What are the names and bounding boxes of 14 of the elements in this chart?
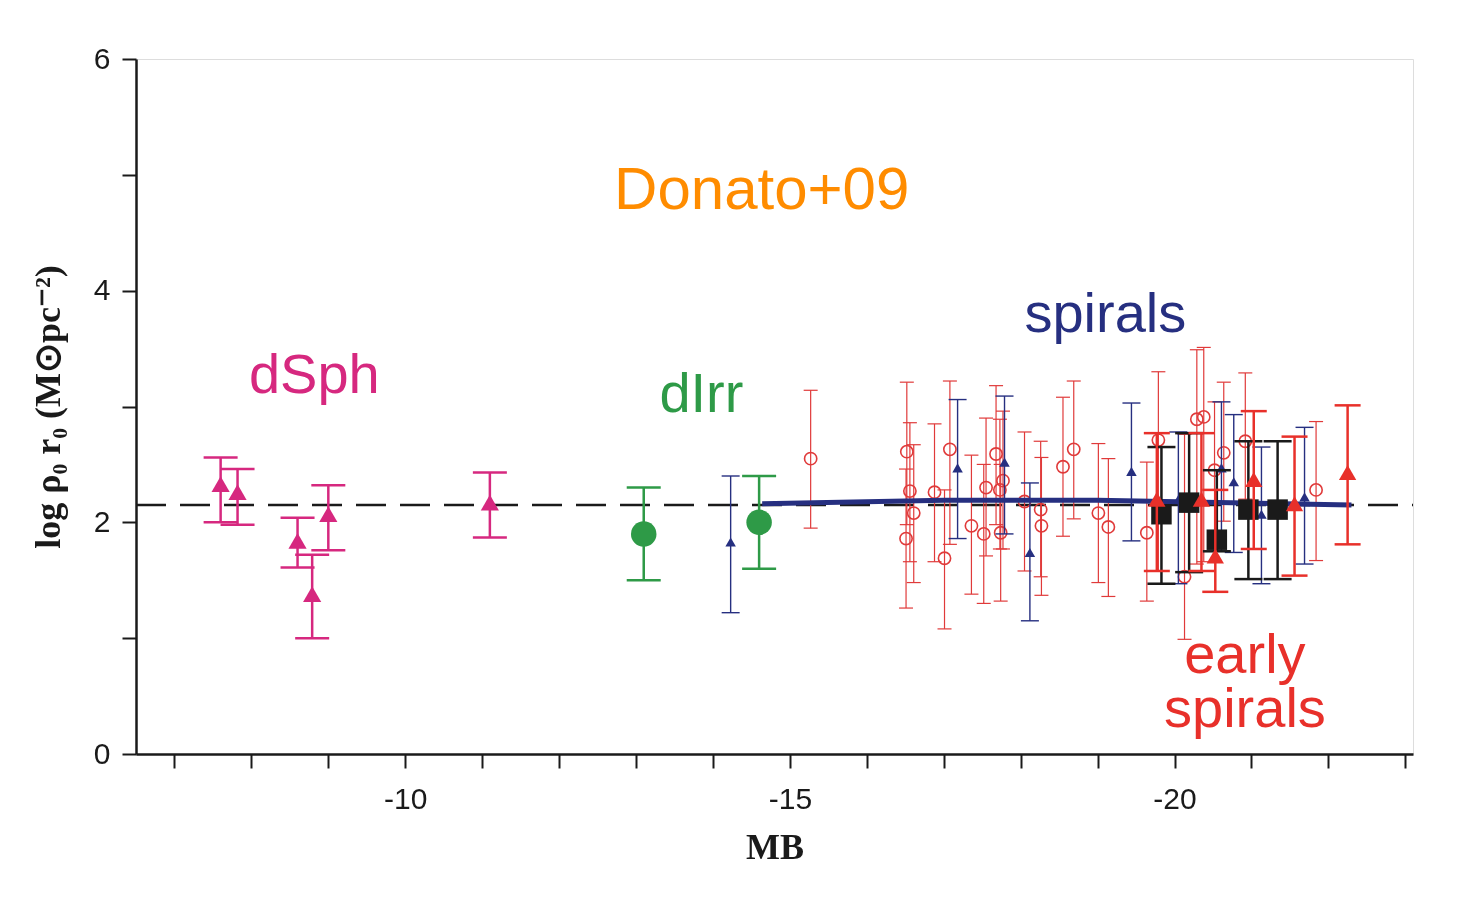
x-tick-label: -20 <box>1153 781 1197 815</box>
series-label: dSph <box>248 342 380 406</box>
y-tick-label: 0 <box>93 736 111 770</box>
series-label: dIrr <box>659 360 744 424</box>
y-tick-label: 4 <box>93 273 111 307</box>
series-label: early spirals <box>1164 621 1326 739</box>
annotation: Donato+09 <box>614 155 910 223</box>
y-axis-title: log ρ₀ r₀ (M⊙pc⁻²) <box>27 265 68 549</box>
y-tick-label: 2 <box>93 504 111 538</box>
x-tick-label: -15 <box>768 781 813 815</box>
text: spirals <box>1024 280 1187 344</box>
x-axis-title: MB <box>746 826 804 867</box>
y-tick-label: 6 <box>93 41 111 75</box>
x-tick-label: -10 <box>384 781 428 815</box>
